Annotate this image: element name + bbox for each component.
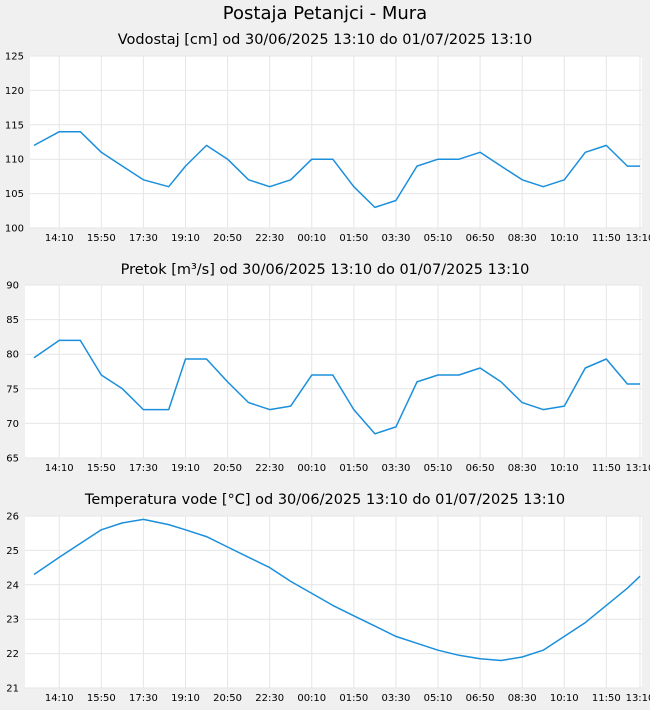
x-tick-label: 22:30: [255, 233, 284, 244]
x-tick-label: 03:30: [382, 463, 411, 474]
y-tick-label: 25: [6, 546, 19, 557]
chart-panel-1: 65 70 75 80 85 90 14:10 15:50 17:30 19:10 20:50 22:…: [6, 281, 650, 475]
x-tick-label: 13:10: [626, 233, 650, 244]
x-tick-label: 03:30: [382, 693, 411, 704]
x-tick-label: 15:50: [87, 693, 116, 704]
x-tick-label: 19:10: [171, 463, 200, 474]
x-tick-label: 11:50: [592, 463, 621, 474]
y-tick-label: 105: [5, 189, 24, 200]
y-tick-label: 75: [6, 384, 19, 395]
x-tick-label: 14:10: [45, 463, 74, 474]
x-tick-label: 17:30: [129, 693, 158, 704]
x-tick-label: 06:50: [466, 233, 495, 244]
series-line: [33, 339, 640, 435]
chart-panel-0: 100 105 110 115 120 125 14:10 15:50 17:30 19:10 20…: [5, 52, 650, 245]
y-tick-label: 26: [6, 512, 19, 523]
x-tick-label: 19:10: [171, 693, 200, 704]
x-tick-label: 10:10: [550, 233, 579, 244]
y-tick-label: 21: [6, 684, 19, 695]
x-tick-label: 10:10: [550, 463, 579, 474]
x-tick-label: 01:50: [339, 463, 368, 474]
chart-title-temperatura: Temperatura vode [°C] od 30/06/2025 13:1…: [84, 492, 566, 508]
x-tick-label: 08:30: [508, 233, 537, 244]
chart-panel-2: 21 22 23 24 25 26 14:10 15:50 17:30 19:10 20:50 22:…: [6, 512, 650, 705]
x-tick-label: 14:10: [45, 693, 74, 704]
y-tick-label: 23: [6, 615, 19, 626]
y-tick-label: 65: [6, 454, 19, 465]
x-tick-label: 00:10: [297, 693, 326, 704]
x-tick-label: 00:10: [297, 463, 326, 474]
x-tick-label: 22:30: [255, 463, 284, 474]
chart-title-vodostaj: Vodostaj [cm] od 30/06/2025 13:10 do 01/…: [117, 32, 533, 48]
y-tick-label: 120: [5, 86, 24, 97]
x-tick-label: 11:50: [592, 233, 621, 244]
plot-area: [25, 285, 642, 458]
x-tick-label: 22:30: [255, 693, 284, 704]
y-tick-label: 80: [6, 350, 19, 361]
x-tick-label: 15:50: [87, 233, 116, 244]
x-tick-label: 08:30: [508, 693, 537, 704]
y-tick-label: 85: [6, 315, 19, 326]
y-tick-label: 70: [6, 419, 19, 430]
x-tick-label: 05:10: [424, 233, 453, 244]
x-tick-label: 20:50: [213, 693, 242, 704]
x-tick-label: 05:10: [424, 693, 453, 704]
y-tick-label: 125: [5, 52, 24, 63]
x-tick-label: 10:10: [550, 693, 579, 704]
x-tick-label: 08:30: [508, 463, 537, 474]
x-tick-label: 14:10: [45, 233, 74, 244]
x-tick-label: 00:10: [297, 233, 326, 244]
y-tick-label: 22: [6, 649, 19, 660]
x-tick-label: 01:50: [339, 693, 368, 704]
x-tick-label: 20:50: [213, 233, 242, 244]
x-tick-label: 01:50: [339, 233, 368, 244]
plot-area: [25, 516, 642, 688]
plot-area: [30, 56, 642, 228]
series-line: [33, 518, 641, 662]
y-tick-label: 115: [5, 120, 24, 131]
x-tick-label: 19:10: [171, 233, 200, 244]
x-tick-label: 06:50: [466, 693, 495, 704]
x-tick-label: 20:50: [213, 463, 242, 474]
y-tick-label: 100: [5, 224, 24, 235]
y-tick-label: 110: [5, 155, 24, 166]
x-tick-label: 13:10: [626, 463, 650, 474]
chart-title-pretok: Pretok [m³/s] od 30/06/2025 13:10 do 01/…: [120, 262, 530, 278]
x-tick-label: 17:30: [129, 233, 158, 244]
x-tick-label: 15:50: [87, 463, 116, 474]
x-tick-label: 03:30: [382, 233, 411, 244]
x-tick-label: 05:10: [424, 463, 453, 474]
page-title: Postaja Petanjci - Mura: [222, 3, 428, 24]
y-tick-label: 90: [6, 281, 19, 292]
y-tick-label: 24: [6, 580, 19, 591]
series-line: [33, 130, 640, 209]
x-tick-label: 17:30: [129, 463, 158, 474]
x-tick-label: 13:10: [626, 693, 650, 704]
x-tick-label: 11:50: [592, 693, 621, 704]
x-tick-label: 06:50: [466, 463, 495, 474]
